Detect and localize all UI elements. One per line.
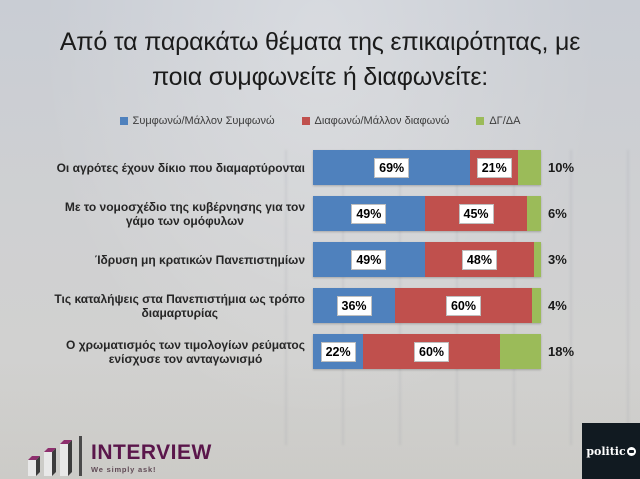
value-label: 22% [320,341,356,362]
legend-swatch-icon [476,117,485,125]
category-label-text: Οι αγρότες έχουν δίκιο που διαμαρτύροντα… [56,160,305,175]
title-line-2: ποια συμφωνείτε ή διαφωνείτε: [151,63,489,91]
category-label: Ο χρωματισμός των τιμολογίων ρεύματος εν… [18,334,305,369]
legend-label: Συμφωνώ/Μάλλον Συμφωνώ [132,115,275,127]
bar-segment-disagree: 45% [424,196,528,231]
legend-label: Διαφωνώ/Μάλλον διαφωνώ [314,115,450,127]
value-label-outside: 6% [548,206,567,221]
politico-wordmark: politic [586,445,636,458]
legend-item-1: Διαφωνώ/Μάλλον διαφωνώ [301,115,450,127]
value-label: 69% [374,157,410,178]
bar-segment-disagree: 21% [470,150,519,185]
bar-segment-agree: 36% [313,288,396,323]
value-label: 60% [445,295,481,316]
category-label-text: Με το νομοσχέδιο της κυβέρνησης για τον … [64,199,305,228]
value-label-outside: 3% [548,252,567,267]
bar-segment-dontknow [527,196,541,231]
value-label: 60% [414,341,450,362]
legend-label: ΔΓ/ΔΑ [489,115,521,127]
stacked-bar-row-4: 22% 60% [313,334,541,369]
bar-segment-dontknow [531,288,541,323]
value-label-outside: 10% [548,160,575,175]
politico-logo: politic [582,423,640,479]
value-label: 36% [336,295,372,316]
value-label: 21% [476,157,512,178]
stacked-bar-row-3: 36% 60% [313,288,541,323]
bar-segment-agree: 22% [313,334,364,369]
chart-legend: Συμφωνώ/Μάλλον Συμφωνώ Διαφωνώ/Μάλλον δια… [0,112,640,130]
legend-item-0: Συμφωνώ/Μάλλον Συμφωνώ [119,115,275,127]
bar-segment-agree: 49% [313,242,425,277]
interview-wordmark: INTERVIEW [91,441,212,464]
value-label-outside: 18% [548,344,575,359]
stacked-bar-row-1: 49% 45% [313,196,541,231]
interview-logo: INTERVIEW We simply ask! [27,436,212,476]
legend-item-2: ΔΓ/ΔΑ [476,115,520,127]
interview-tagline: We simply ask! [91,465,157,474]
page-title: Από τα παρακάτω θέματα της επικαιρότητας… [0,25,640,95]
interview-logo-icon [28,436,82,476]
legend-swatch-icon [301,117,310,125]
value-label: 49% [351,203,387,224]
bar-segment-dontknow [499,334,541,369]
politico-o-icon [626,446,636,456]
category-label: Οι αγρότες έχουν δίκιο που διαμαρτύροντα… [18,150,305,185]
category-label-text: Τις καταλήψεις στα Πανεπιστήμια ως τρόπο… [54,291,305,320]
category-label: Με το νομοσχέδιο της κυβέρνησης για τον … [18,196,305,231]
stacked-bar-row-2: 49% 48% [313,242,541,277]
category-label: Ίδρυση μη κρατικών Πανεπιστημίων [18,242,305,277]
value-label: 45% [458,203,494,224]
category-label-text: Ο χρωματισμός των τιμολογίων ρεύματος εν… [66,337,305,366]
bar-segment-disagree: 60% [363,334,500,369]
stacked-bar-row-0: 69% 21% [313,150,541,185]
value-label: 49% [351,249,387,270]
category-label: Τις καταλήψεις στα Πανεπιστήμια ως τρόπο… [18,288,305,323]
bar-segment-dontknow [518,150,541,185]
value-label: 48% [461,249,497,270]
value-label-outside: 4% [548,298,567,313]
legend-swatch-icon [119,117,128,125]
category-label-text: Ίδρυση μη κρατικών Πανεπιστημίων [94,252,305,267]
bar-segment-dontknow [534,242,541,277]
title-line-1: Από τα παρακάτω θέματα της επικαιρότητας… [59,28,581,56]
bar-segment-agree: 69% [313,150,471,185]
bar-segment-agree: 49% [313,196,425,231]
bar-segment-disagree: 48% [424,242,535,277]
bar-segment-disagree: 60% [395,288,532,323]
